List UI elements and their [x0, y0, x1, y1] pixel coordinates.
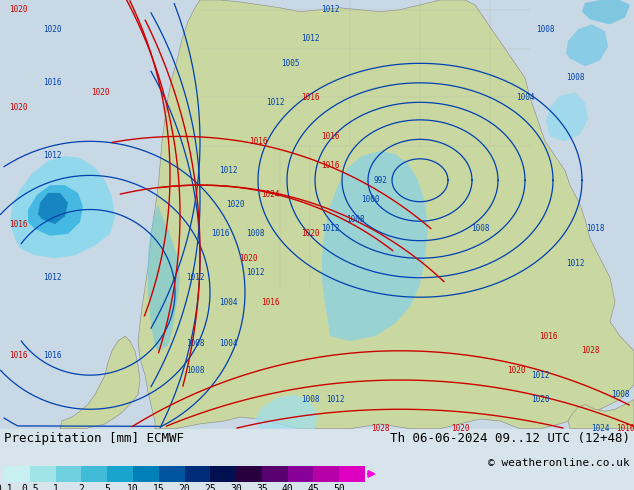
Text: 1008: 1008: [536, 24, 554, 34]
Text: 25: 25: [204, 484, 216, 490]
Polygon shape: [28, 185, 83, 236]
Text: 1016: 1016: [42, 351, 61, 360]
Text: 1012: 1012: [566, 259, 585, 268]
Text: 45: 45: [307, 484, 320, 490]
Text: 1004: 1004: [219, 297, 237, 307]
Polygon shape: [38, 193, 68, 224]
Text: 1016: 1016: [9, 220, 27, 229]
Text: 2: 2: [79, 484, 84, 490]
Text: 1012: 1012: [42, 151, 61, 160]
Text: 1024: 1024: [591, 424, 609, 433]
Text: 1016: 1016: [210, 229, 230, 238]
Text: 1018: 1018: [586, 224, 604, 234]
Text: 1016: 1016: [9, 351, 27, 360]
Text: 992: 992: [373, 176, 387, 185]
Text: 1008: 1008: [301, 395, 320, 404]
Text: 1016: 1016: [321, 132, 339, 141]
Text: 1016: 1016: [539, 332, 557, 341]
Text: 1020: 1020: [226, 200, 244, 209]
Text: 1012: 1012: [219, 166, 237, 175]
Text: 0.5: 0.5: [21, 484, 39, 490]
Bar: [210, 466, 236, 482]
Text: 1012: 1012: [326, 395, 344, 404]
Bar: [158, 466, 184, 482]
Text: 1020: 1020: [451, 424, 469, 433]
Text: 50: 50: [333, 484, 345, 490]
Text: 1020: 1020: [42, 24, 61, 34]
Text: 1016: 1016: [616, 424, 634, 433]
Polygon shape: [322, 151, 428, 341]
Text: 1012: 1012: [321, 5, 339, 14]
Text: 1012: 1012: [42, 273, 61, 282]
Text: 10: 10: [127, 484, 139, 490]
Text: 1016: 1016: [249, 137, 268, 146]
Text: 1012: 1012: [186, 273, 204, 282]
Bar: [56, 466, 81, 482]
Polygon shape: [60, 336, 140, 429]
Text: 1016: 1016: [261, 297, 279, 307]
Text: 1008: 1008: [471, 224, 489, 234]
Polygon shape: [566, 24, 608, 66]
Text: 1008: 1008: [246, 229, 264, 238]
Bar: [313, 466, 339, 482]
Text: 1: 1: [53, 484, 58, 490]
Text: 30: 30: [230, 484, 242, 490]
Text: 1004: 1004: [219, 339, 237, 347]
Text: 1005: 1005: [281, 59, 299, 68]
Text: 1008: 1008: [566, 74, 585, 82]
Polygon shape: [568, 399, 634, 429]
Bar: [288, 466, 313, 482]
Text: 1016: 1016: [321, 161, 339, 170]
Text: 1020: 1020: [91, 88, 109, 97]
Text: 1008: 1008: [186, 366, 204, 375]
Text: 1012: 1012: [321, 224, 339, 234]
Text: 1020: 1020: [239, 254, 257, 263]
Text: 1020: 1020: [507, 366, 525, 375]
Text: Precipitation [mm] ECMWF: Precipitation [mm] ECMWF: [4, 432, 184, 445]
Text: 1016: 1016: [42, 78, 61, 87]
Text: 5: 5: [104, 484, 110, 490]
Text: 1016: 1016: [301, 93, 320, 102]
Text: 1012: 1012: [531, 370, 549, 380]
Polygon shape: [255, 394, 318, 429]
Bar: [4, 466, 30, 482]
Text: 35: 35: [256, 484, 268, 490]
Polygon shape: [148, 205, 180, 351]
Polygon shape: [546, 93, 588, 141]
Text: 1008: 1008: [346, 215, 365, 224]
Text: 1008: 1008: [186, 339, 204, 347]
Text: 1020: 1020: [531, 395, 549, 404]
Bar: [81, 466, 107, 482]
Text: 1004: 1004: [515, 93, 534, 102]
Polygon shape: [138, 0, 634, 429]
Text: 1000: 1000: [361, 195, 379, 204]
Text: 0.1: 0.1: [0, 484, 13, 490]
Text: 1020: 1020: [9, 5, 27, 14]
Bar: [262, 466, 288, 482]
Text: 15: 15: [153, 484, 165, 490]
Text: 1028: 1028: [371, 424, 389, 433]
Bar: [339, 466, 365, 482]
Text: 1020: 1020: [9, 103, 27, 112]
Text: 1028: 1028: [581, 346, 599, 355]
Bar: [133, 466, 158, 482]
Polygon shape: [10, 156, 115, 258]
Bar: [184, 466, 210, 482]
Text: 1024: 1024: [261, 191, 279, 199]
Bar: [107, 466, 133, 482]
Text: Th 06-06-2024 09..12 UTC (12+48): Th 06-06-2024 09..12 UTC (12+48): [390, 432, 630, 445]
Text: 1012: 1012: [246, 269, 264, 277]
Text: 1012: 1012: [301, 34, 320, 44]
Bar: [236, 466, 262, 482]
Text: 1020: 1020: [301, 229, 320, 238]
Text: 20: 20: [179, 484, 190, 490]
Text: 1008: 1008: [611, 390, 630, 399]
Text: © weatheronline.co.uk: © weatheronline.co.uk: [488, 458, 630, 468]
Bar: [30, 466, 56, 482]
Text: 40: 40: [281, 484, 294, 490]
Polygon shape: [582, 0, 630, 24]
Text: 1012: 1012: [266, 98, 284, 107]
